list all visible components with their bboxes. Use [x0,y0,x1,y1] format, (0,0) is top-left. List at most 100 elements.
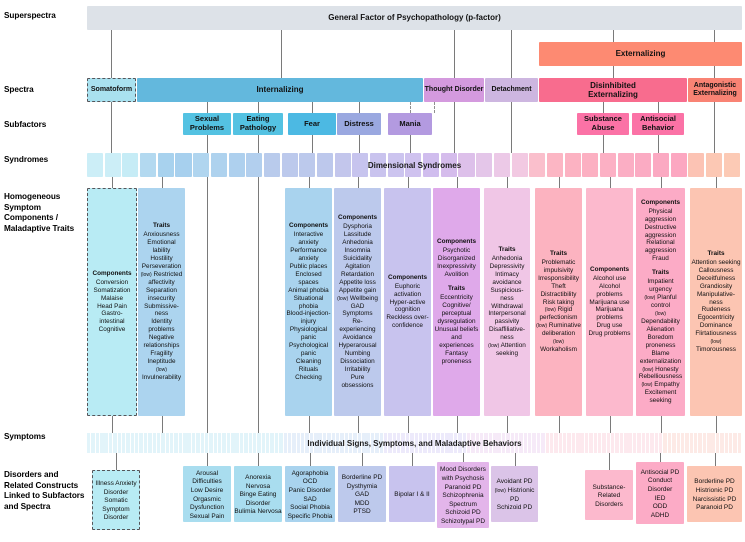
disorder-column-mania-disorders: Bipolar I & II [389,466,435,522]
component-item: Eccentricity [440,294,473,302]
subfactor-sexual-problems[interactable]: Sexual Problems [183,113,231,135]
component-item: Situational phobia [293,294,324,310]
connector-line [714,102,715,153]
component-item: Marijuana use [589,298,630,306]
symptom-stripe [100,433,104,453]
component-item: Gastro-intestinal [99,310,125,326]
connector-line [359,135,360,153]
syndrome-cell [546,153,563,177]
syndrome-cell [440,153,457,177]
disorder-item: Borderline PD [694,478,735,486]
symptom-stripe [728,433,733,453]
symptom-stripe [707,433,711,453]
spectrum-internalizing[interactable]: Internalizing [137,78,423,102]
symptom-stripe [528,433,532,453]
symptom-stripe [222,433,226,453]
symptom-stripe [135,433,139,453]
component-item: Deceitfulness [696,274,736,282]
component-item: Disaffiliative-ness [488,326,526,342]
spectrum-antagonistic-externalizing[interactable]: Antagonistic Externalizing [688,78,742,102]
component-block-header: Components [436,238,477,246]
disorder-item: Schizotypal PD [440,517,486,525]
disorder-item: Dysthymia [346,482,378,490]
component-item: Hyperarousal [338,342,377,350]
symptom-stripe [571,433,576,453]
symptom-stripe [418,433,423,453]
component-item: Avoidance [342,334,373,342]
spectrum-thought-disorder[interactable]: Thought Disorder [424,78,484,102]
symptom-stripe [711,433,715,453]
connector-line [407,416,409,433]
component-item: (low) Dependability [641,310,680,325]
connector-line [308,177,310,188]
symptom-stripe [383,433,388,453]
symptom-stripe [327,433,331,453]
disorder-item: IED [654,494,666,502]
symptom-stripe [702,433,707,453]
connector-line [603,135,604,153]
component-column-internalizing-traits: Traits Anxiousness Emotional lability Hosti… [138,188,185,416]
symptom-stripe [270,433,274,453]
syndrome-cell [210,153,227,177]
subfactor-eating-pathology[interactable]: Eating Pathology [233,113,283,135]
component-item: Disorganized [437,255,476,263]
subfactor-distress[interactable]: Distress [337,113,381,135]
spectrum-somatoform[interactable]: Somatoform [87,78,136,102]
connector-line [312,102,313,113]
component-block-header: Components [92,269,132,277]
component-column-somatoform-components: Components Conversion Somatization Malaise H… [87,188,137,416]
component-item: Inexpressivity [437,263,476,271]
component-block: Traits Anxiousness Emotional lability Hosti… [138,222,185,382]
syndrome-cell [670,153,687,177]
row-label-superspectra: Superspectra [4,11,56,20]
component-item: Conversion [95,278,129,286]
disorder-item: SAD [303,495,317,503]
component-item: Anhedonia [342,239,373,246]
connector-line [161,416,163,433]
subfactor-mania[interactable]: Mania [388,113,432,135]
externalizing-box: Externalizing [539,42,742,66]
component-item: Hostility [150,254,173,262]
subfactor-antisocial-behavior[interactable]: Antisocial Behavior [632,113,684,135]
symptom-stripe [532,433,536,453]
component-item: Irresponsibility [538,274,579,282]
component-block: Components Psychotic Disorganized Inexpress… [436,238,477,279]
disorder-item: MDD [354,499,370,507]
syndrome-cell [493,153,510,177]
symptoms-row [87,433,742,453]
component-item: Suicidality [343,254,372,262]
component-item: Submissive-ness [144,302,179,318]
component-item: Fantasy proneness [441,349,472,365]
symptom-stripe [567,433,571,453]
symptom-stripe [488,433,493,453]
symptom-stripe [261,433,266,453]
row-label-disorders: Disorders and Related Constructs Linked … [4,470,85,511]
connector-line [658,135,659,153]
component-item: Perseveration [141,262,182,270]
component-item: (low) Workaholism [540,339,577,354]
symptom-stripe [331,433,335,453]
connector-line [407,177,409,188]
spectrum-detachment[interactable]: Detachment [485,78,538,102]
connector-line [412,453,413,466]
component-block: Components Conversion Somatization Malaise H… [88,270,136,335]
component-item: Lassitude [343,231,372,239]
disorder-item: Borderline PD [341,474,383,482]
spectrum-disinhibited-externalizing[interactable]: Disinhibited Externalizing [539,78,687,102]
subfactor-substance-abuse[interactable]: Substance Abuse [577,113,629,135]
symptom-stripe [139,433,143,453]
symptom-stripe [283,433,287,453]
subfactor-fear[interactable]: Fear [288,113,336,135]
symptom-stripe [436,433,440,453]
component-item: Boredom proneness [645,333,676,349]
symptom-stripe [156,433,161,453]
symptom-stripe [91,433,95,453]
component-item: (low) Wellbeing [337,294,378,302]
symptom-stripe [693,433,698,453]
symptom-stripe [305,433,309,453]
component-block-header: Traits [707,249,725,257]
component-item: Alienation [646,325,675,333]
syndrome-cell [706,153,723,177]
component-item: (low) Empathy [641,381,680,389]
disorder-item: Low Desire [190,486,224,494]
